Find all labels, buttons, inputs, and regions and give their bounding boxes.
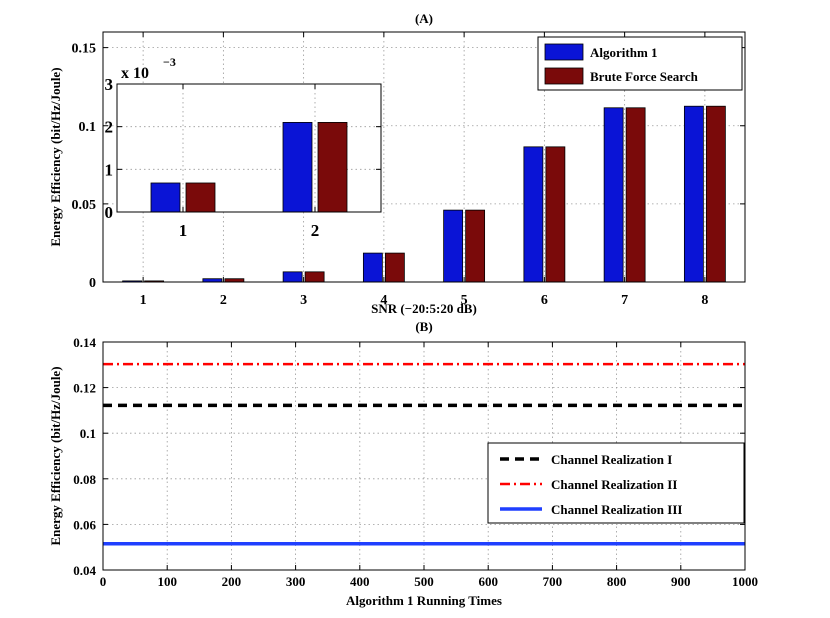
bar-algorithm-1 [683, 105, 704, 283]
x-tick-label: 2 [220, 293, 227, 308]
legend: Algorithm 1 Brute Force Search [537, 36, 743, 91]
chart-title: (B) [415, 319, 432, 334]
inset-y-tick-label: 3 [105, 75, 114, 94]
x-tick-label: 3 [300, 293, 307, 308]
inset-chart: 1 2 0 1 2 3 x 10 −3 [105, 55, 382, 240]
y-tick-label: 0.14 [73, 335, 96, 350]
legend-label: Algorithm 1 [590, 45, 658, 60]
bar-algorithm-1 [603, 107, 624, 283]
bar-algorithm-1 [443, 209, 464, 283]
y-tick-label: 0.1 [80, 426, 96, 441]
y-axis-label: Energy Efficiency (bit/Hz/Joule) [48, 366, 63, 545]
inset-y-tick-label: 1 [105, 160, 114, 179]
inset-bar-algorithm-1 [282, 122, 313, 213]
inset-y-tick-label: 2 [105, 118, 114, 137]
legend-label: Channel Realization II [551, 477, 677, 492]
y-tick-label: 0.05 [72, 198, 97, 213]
inset-bar-brute-force [185, 182, 216, 213]
bar-brute-force [545, 146, 566, 283]
chart-b: 0 100 200 300 400 500 600 700 800 900 1000 0.04 0.06… [48, 319, 758, 608]
y-tick-label: 0.06 [73, 517, 96, 532]
y-tick-label: 0.1 [79, 120, 97, 135]
x-tick-label: 7 [621, 293, 628, 308]
x-tick-label: 700 [543, 574, 563, 589]
x-tick-label: 4 [380, 293, 387, 308]
inset-bar-brute-force [317, 122, 348, 213]
bar-brute-force [384, 252, 405, 283]
chart-a: 1 2 3 4 5 6 7 8 0 0.05 0.1 0.15 (A) SNR (−20:5:20 dB)… [48, 11, 746, 316]
x-tick-label: 900 [671, 574, 691, 589]
legend-swatch [544, 43, 584, 61]
inset-x-tick-label: 1 [179, 221, 188, 240]
legend: Channel Realization I Channel Realization… [487, 442, 745, 524]
x-tick-label: 1000 [732, 574, 758, 589]
bar-brute-force [705, 105, 726, 283]
x-tick-label: 8 [701, 293, 708, 308]
bar-algorithm-1 [523, 146, 544, 283]
x-tick-label: 600 [478, 574, 498, 589]
x-tick-label: 1 [140, 293, 147, 308]
inset-scale-exponent: −3 [163, 55, 176, 69]
chart-title: (A) [415, 11, 433, 26]
y-tick-label: 0.08 [73, 472, 96, 487]
bar-brute-force [625, 107, 646, 283]
x-axis-label: SNR (−20:5:20 dB) [371, 301, 477, 316]
bar-algorithm-1 [362, 252, 383, 283]
inset-scale-label: x 10 [121, 65, 149, 82]
x-tick-label: 0 [100, 574, 107, 589]
x-tick-label: 200 [222, 574, 242, 589]
inset-bar-algorithm-1 [150, 182, 181, 213]
x-tick-label: 300 [286, 574, 306, 589]
plot-area [102, 31, 746, 283]
bar-brute-force [304, 271, 325, 283]
legend-label: Channel Realization III [551, 502, 682, 517]
legend-label: Brute Force Search [590, 69, 699, 84]
legend-label: Channel Realization I [551, 452, 672, 467]
inset-plot-area [116, 83, 382, 213]
bar-brute-force [465, 209, 486, 283]
x-tick-label: 100 [157, 574, 177, 589]
x-tick-label: 800 [607, 574, 627, 589]
x-axis-label: Algorithm 1 Running Times [346, 593, 502, 608]
y-tick-label: 0.12 [73, 381, 96, 396]
y-axis-label: Energy Efficiency (bit/Hz/Joule) [48, 67, 63, 246]
x-tick-label: 5 [461, 293, 468, 308]
legend-swatch [544, 67, 584, 85]
x-tick-label: 400 [350, 574, 370, 589]
y-tick-label: 0 [89, 276, 96, 291]
y-tick-label: 0.15 [72, 42, 97, 57]
inset-x-tick-label: 2 [311, 221, 320, 240]
bar-algorithm-1 [282, 271, 303, 283]
x-tick-label: 500 [414, 574, 434, 589]
x-tick-label: 6 [541, 293, 548, 308]
inset-y-tick-label: 0 [105, 203, 114, 222]
y-tick-label: 0.04 [73, 563, 96, 578]
